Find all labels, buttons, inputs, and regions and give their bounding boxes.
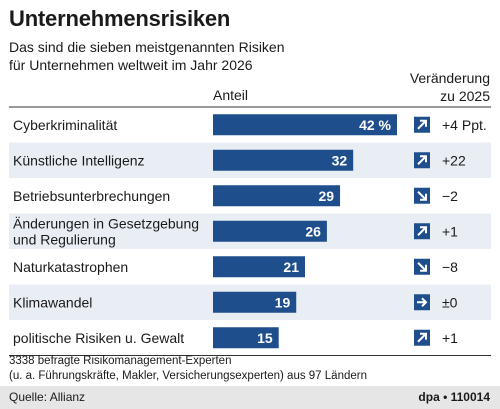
trend-arrow-icon bbox=[414, 223, 430, 240]
category-label: Änderungen in Gesetzgebung und Regulierun… bbox=[13, 215, 199, 247]
change-value: +1 bbox=[442, 330, 458, 346]
bar-value-label: 26 bbox=[305, 223, 321, 239]
change-header-line-1: Veränderung bbox=[409, 70, 490, 86]
change-value: +22 bbox=[442, 152, 466, 168]
category-label-line: Klimawandel bbox=[13, 294, 92, 310]
category-label-line: Cyberkriminalität bbox=[13, 117, 117, 133]
bar bbox=[213, 149, 354, 171]
bar bbox=[213, 114, 397, 136]
trend-arrow-glyph bbox=[417, 297, 428, 307]
category-label-line: und Regulierung bbox=[13, 231, 116, 247]
column-header-share: Anteil bbox=[213, 87, 249, 103]
change-value: −2 bbox=[442, 188, 458, 204]
agency-credit: dpa • 110014 bbox=[418, 390, 490, 404]
category-label: Betriebsunterbrechungen bbox=[13, 188, 170, 204]
bar bbox=[213, 327, 279, 349]
category-label: Cyberkriminalität bbox=[13, 117, 117, 133]
bar-value-label: 42 % bbox=[359, 117, 391, 133]
change-value: +1 bbox=[442, 223, 458, 239]
trend-arrow-glyph bbox=[417, 191, 427, 201]
column-header-change: Veränderung zu 2025 bbox=[380, 69, 490, 105]
category-label-line: Änderungen in Gesetzgebung bbox=[13, 215, 199, 231]
trend-arrow-glyph bbox=[417, 119, 427, 130]
subtitle-line-2: für Unternehmen weltweit im Jahr 2026 bbox=[9, 57, 253, 73]
trend-arrow-glyph bbox=[417, 226, 427, 236]
bar bbox=[213, 220, 327, 242]
note-line-2: (u. a. Führungskräfte, Makler, Versicher… bbox=[9, 370, 367, 382]
change-value: +4 Ppt. bbox=[442, 117, 487, 133]
change-value: −8 bbox=[442, 259, 458, 275]
trend-arrow-icon bbox=[414, 116, 430, 133]
bar bbox=[213, 291, 297, 313]
category-label-line: politische Risiken u. Gewalt bbox=[13, 330, 184, 346]
footer-bar: Quelle: Allianz dpa • 110014 bbox=[0, 386, 500, 409]
category-label-line: Künstliche Intelligenz bbox=[13, 152, 145, 168]
trend-arrow-glyph bbox=[417, 155, 427, 165]
trend-arrow-icon bbox=[414, 258, 430, 275]
category-label-line: Naturkatastrophen bbox=[13, 259, 128, 275]
bar-value-label: 32 bbox=[332, 152, 348, 168]
bar-value-label: 19 bbox=[275, 294, 291, 310]
trend-arrow-icon bbox=[414, 187, 430, 204]
trend-arrow-icon bbox=[414, 294, 430, 311]
bar-value-label: 29 bbox=[318, 188, 334, 204]
note-line-1: 3338 befragte Risikomanagement-Experten bbox=[9, 355, 232, 367]
trend-arrow-icon bbox=[414, 329, 430, 346]
change-header-line-2: zu 2025 bbox=[440, 88, 490, 104]
subtitle-line-1: Das sind die sieben meistgenannten Risik… bbox=[9, 39, 285, 55]
category-label: Klimawandel bbox=[13, 294, 92, 310]
bar bbox=[213, 256, 305, 278]
chart-title: Unternehmensrisiken bbox=[9, 6, 231, 31]
trend-arrow-icon bbox=[414, 152, 430, 169]
bar-value-label: 15 bbox=[257, 330, 273, 346]
trend-arrow-glyph bbox=[417, 332, 427, 343]
survey-note: 3338 befragte Risikomanagement-Experten … bbox=[9, 354, 367, 384]
source-label: Quelle: Allianz bbox=[9, 390, 86, 404]
bar bbox=[213, 185, 341, 207]
category-label: Künstliche Intelligenz bbox=[13, 152, 145, 168]
chart-subtitle: Das sind die sieben meistgenannten Risik… bbox=[9, 38, 309, 74]
trend-arrow-glyph bbox=[417, 262, 427, 272]
category-label: politische Risiken u. Gewalt bbox=[13, 330, 184, 346]
category-label-line: Betriebsunterbrechungen bbox=[13, 188, 170, 204]
category-label: Naturkatastrophen bbox=[13, 259, 128, 275]
change-value: ±0 bbox=[442, 294, 458, 310]
bar-value-label: 21 bbox=[283, 259, 299, 275]
